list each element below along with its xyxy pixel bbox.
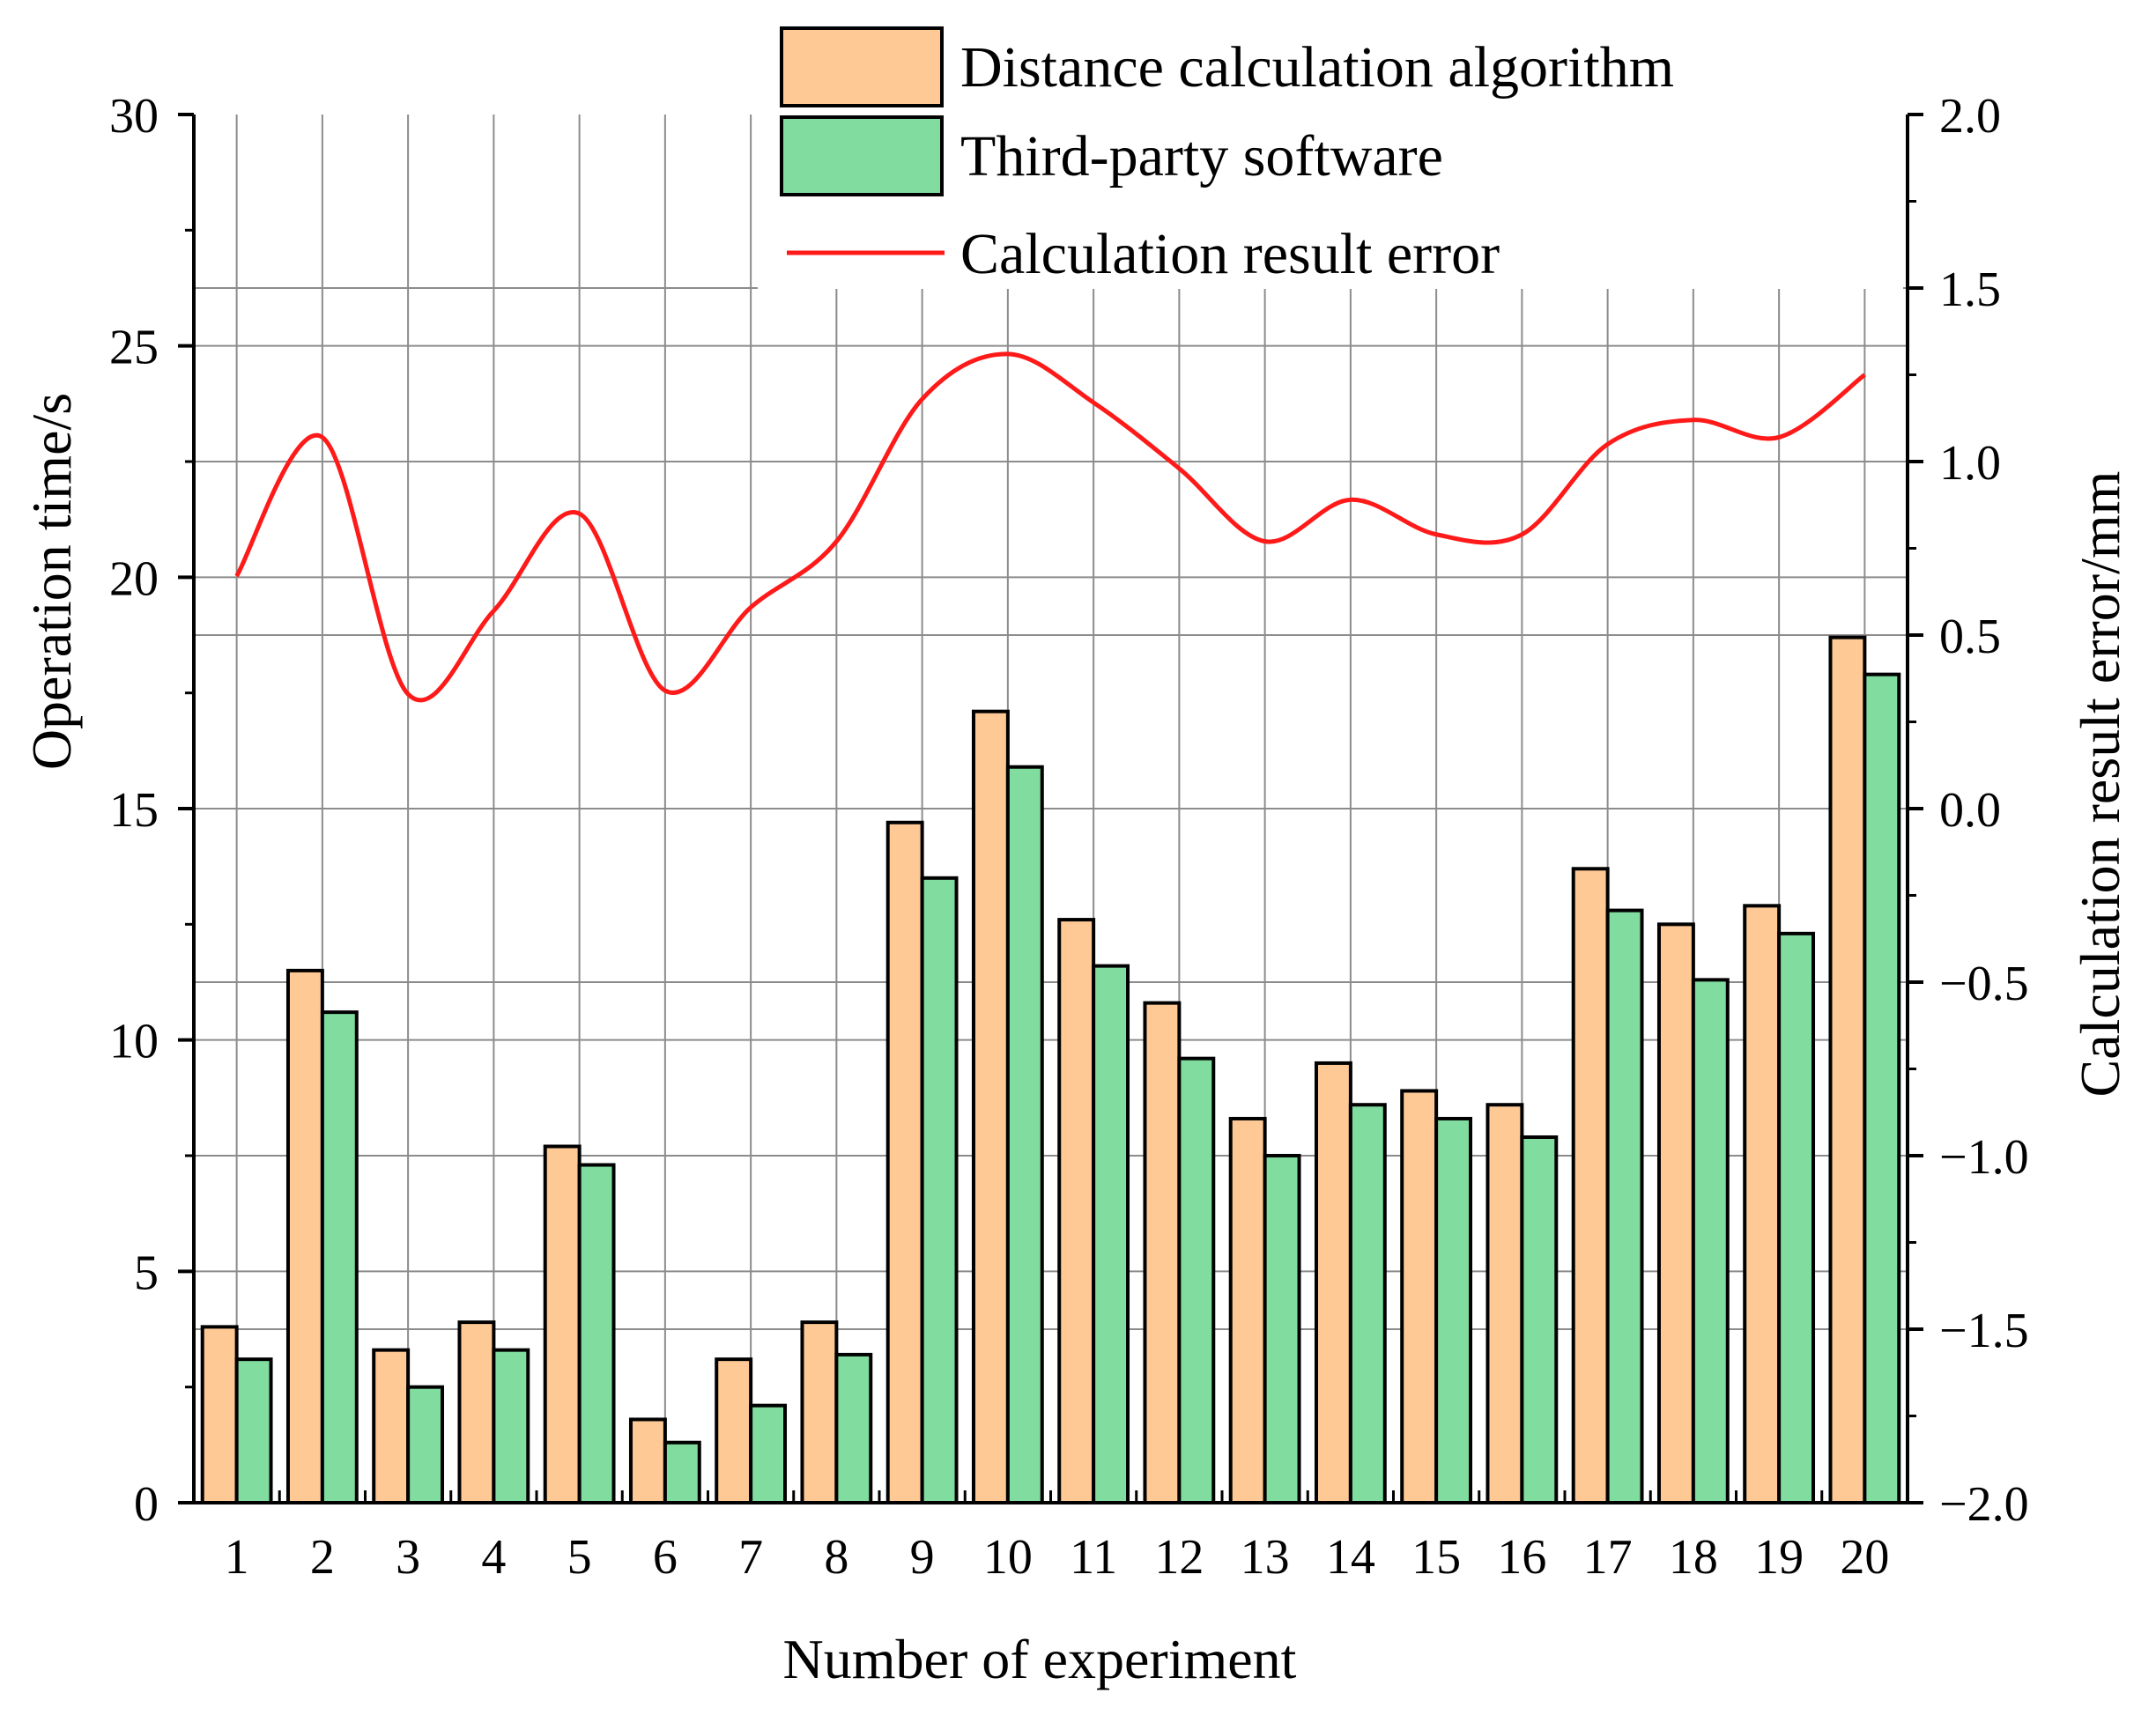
right-y-tick-label: 0.0 xyxy=(1939,783,2001,838)
bar-third-party-software xyxy=(1179,1059,1213,1503)
bar-third-party-software xyxy=(408,1387,442,1503)
left-y-tick-label: 20 xyxy=(109,551,159,606)
x-axis-title: Number of experiment xyxy=(783,1628,1297,1690)
bar-third-party-software xyxy=(1265,1156,1300,1503)
x-tick-label: 10 xyxy=(983,1530,1033,1585)
bar-third-party-software xyxy=(580,1165,614,1503)
x-tick-label: 18 xyxy=(1669,1530,1718,1585)
bar-third-party-software xyxy=(322,1012,357,1503)
bar-layer xyxy=(203,638,1900,1503)
x-tick-label: 17 xyxy=(1583,1530,1633,1585)
right-y-tick-label: −0.5 xyxy=(1939,957,2029,1011)
bar-third-party-software xyxy=(1436,1119,1471,1503)
bar-third-party-software xyxy=(836,1355,871,1503)
bar-distance-calculation-algorithm xyxy=(716,1359,751,1503)
bar-third-party-software xyxy=(1864,675,1899,1503)
bar-third-party-software xyxy=(665,1443,700,1503)
x-tick-label: 20 xyxy=(1840,1530,1889,1585)
x-tick-label: 15 xyxy=(1411,1530,1461,1585)
bar-third-party-software xyxy=(493,1350,528,1503)
legend-swatch xyxy=(782,117,942,195)
bar-distance-calculation-algorithm xyxy=(1659,924,1693,1503)
bar-third-party-software xyxy=(1779,934,1813,1503)
bar-distance-calculation-algorithm xyxy=(1402,1090,1436,1503)
right-y-tick-label: 1.5 xyxy=(1939,262,2001,317)
bar-distance-calculation-algorithm xyxy=(888,823,922,1503)
x-tick-label: 5 xyxy=(567,1530,592,1585)
x-tick-label: 6 xyxy=(653,1530,678,1585)
x-tick-label: 3 xyxy=(396,1530,420,1585)
legend-swatch xyxy=(782,28,942,106)
x-tick-label: 7 xyxy=(738,1530,763,1585)
left-y-tick-label: 0 xyxy=(134,1477,159,1532)
x-tick-label: 11 xyxy=(1070,1530,1117,1585)
bar-third-party-software xyxy=(1693,979,1728,1503)
bar-distance-calculation-algorithm xyxy=(288,971,322,1503)
bar-distance-calculation-algorithm xyxy=(974,712,1008,1503)
bar-distance-calculation-algorithm xyxy=(1745,906,1779,1503)
right-y-tick-label: −1.5 xyxy=(1939,1304,2029,1358)
x-tick-label: 2 xyxy=(310,1530,335,1585)
x-tick-label: 12 xyxy=(1154,1530,1204,1585)
x-tick-label: 9 xyxy=(910,1530,935,1585)
bar-distance-calculation-algorithm xyxy=(459,1322,493,1503)
bar-third-party-software xyxy=(1608,911,1642,1503)
bar-distance-calculation-algorithm xyxy=(203,1327,237,1503)
bar-distance-calculation-algorithm xyxy=(1231,1119,1265,1503)
y-axis-title: Operation time/s xyxy=(20,393,83,770)
bar-distance-calculation-algorithm xyxy=(1830,638,1864,1503)
bar-third-party-software xyxy=(922,878,957,1503)
left-y-tick-label: 10 xyxy=(109,1015,159,1069)
right-y-tick-label: 2.0 xyxy=(1939,89,2001,144)
bar-distance-calculation-algorithm xyxy=(1316,1063,1351,1503)
legend-label: Calculation result error xyxy=(960,222,1500,286)
x-tick-label: 14 xyxy=(1326,1530,1375,1585)
x-tick-label: 19 xyxy=(1754,1530,1804,1585)
bar-distance-calculation-algorithm xyxy=(545,1146,580,1503)
x-tick-label: 8 xyxy=(824,1530,848,1585)
right-y-tick-label: 1.0 xyxy=(1939,436,2001,491)
bar-distance-calculation-algorithm xyxy=(1059,920,1093,1503)
left-y-tick-label: 25 xyxy=(109,321,159,375)
series-line-calculation-result-error xyxy=(237,354,1865,700)
right-y-axis-title: Calculation result error/mm xyxy=(2069,471,2131,1098)
x-tick-label: 1 xyxy=(225,1530,249,1585)
bar-third-party-software xyxy=(751,1406,785,1503)
right-y-tick-label: −2.0 xyxy=(1939,1477,2029,1532)
legend-label: Distance calculation algorithm xyxy=(960,35,1674,100)
right-y-tick-label: −1.0 xyxy=(1939,1130,2029,1185)
bar-third-party-software xyxy=(1093,966,1128,1503)
line-layer xyxy=(237,354,1865,700)
bar-third-party-software xyxy=(1522,1137,1556,1503)
left-y-tick-label: 15 xyxy=(109,783,159,838)
left-y-tick-label: 30 xyxy=(109,89,159,144)
legend: Distance calculation algorithm Third-part… xyxy=(758,19,1903,289)
x-tick-label: 16 xyxy=(1497,1530,1546,1585)
bar-distance-calculation-algorithm xyxy=(374,1350,408,1503)
legend-label: Third-party software xyxy=(960,124,1443,189)
bar-distance-calculation-algorithm xyxy=(631,1419,665,1503)
right-y-tick-label: 0.5 xyxy=(1939,610,2001,664)
bar-third-party-software xyxy=(1008,767,1042,1503)
bar-distance-calculation-algorithm xyxy=(1487,1105,1522,1503)
bar-third-party-software xyxy=(237,1359,271,1503)
bar-distance-calculation-algorithm xyxy=(1145,1003,1179,1503)
x-tick-label: 4 xyxy=(481,1530,506,1585)
bar-third-party-software xyxy=(1351,1105,1385,1503)
x-tick-label: 13 xyxy=(1241,1530,1290,1585)
left-y-tick-label: 5 xyxy=(134,1246,159,1300)
grid-layer xyxy=(194,115,1908,1503)
bar-distance-calculation-algorithm xyxy=(1574,869,1608,1503)
bar-distance-calculation-algorithm xyxy=(802,1322,836,1503)
